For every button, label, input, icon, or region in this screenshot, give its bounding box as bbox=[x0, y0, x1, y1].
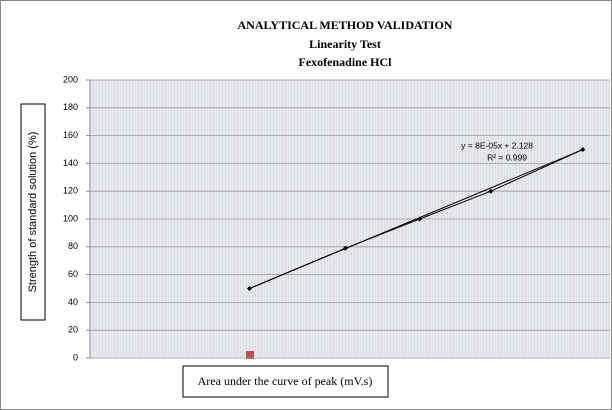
data-point bbox=[488, 188, 494, 194]
trendline-equation: y = 8E-05x + 2.128 bbox=[461, 140, 533, 150]
y-tick-label: 120 bbox=[63, 186, 78, 196]
y-tick-label: 80 bbox=[68, 241, 78, 251]
y-tick-label: 180 bbox=[63, 102, 78, 112]
chart-subtitle: Fexofenadine HCl bbox=[299, 55, 393, 69]
data-point bbox=[580, 147, 586, 152]
trendline bbox=[249, 149, 583, 290]
chart-subtitle: Linearity Test bbox=[309, 37, 381, 51]
x-axis-label: Area under the curve of peak (mV.s) bbox=[198, 374, 373, 388]
x-label-box bbox=[182, 365, 389, 398]
trendline-r2: R² = 0.999 bbox=[487, 152, 527, 162]
y-tick-label: 200 bbox=[63, 74, 78, 84]
y-tick-label: 140 bbox=[63, 158, 78, 168]
y-tick-label: 20 bbox=[68, 325, 78, 335]
y-tick-label: 0 bbox=[73, 352, 78, 362]
y-tick-label: 40 bbox=[68, 297, 78, 307]
y-tick-label: 100 bbox=[63, 213, 78, 223]
chart-title: ANALYTICAL METHOD VALIDATION bbox=[238, 18, 453, 32]
y-axis-label: Strength of standard solution (%) bbox=[27, 132, 39, 293]
legend-marker bbox=[246, 351, 254, 359]
y-tick-label: 160 bbox=[63, 130, 78, 140]
y-label-box bbox=[20, 103, 46, 321]
y-tick-label: 60 bbox=[68, 269, 78, 279]
